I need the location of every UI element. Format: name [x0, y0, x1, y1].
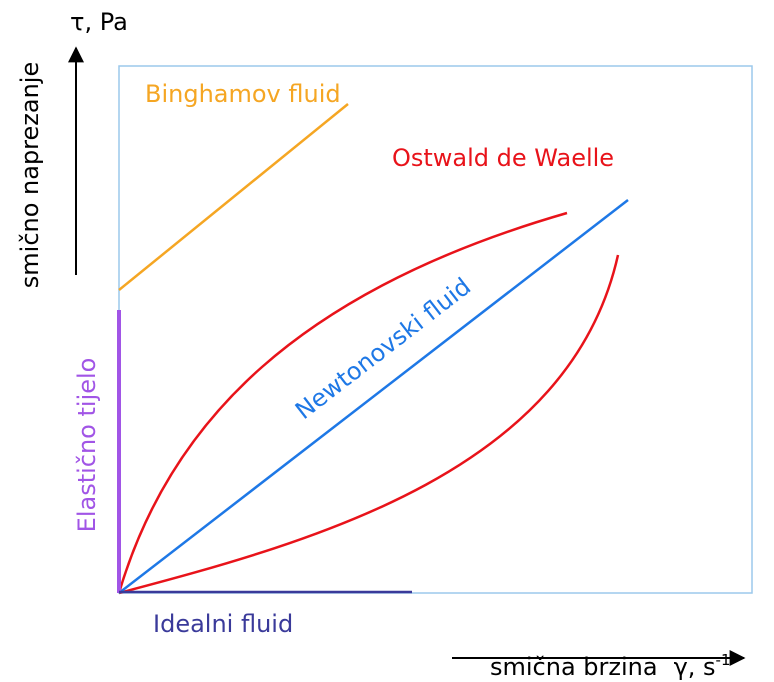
elastic-label: Elastično tijelo	[73, 358, 101, 533]
y-symbol: τ, Pa	[70, 8, 128, 36]
x-symbol: γ, s	[674, 653, 716, 681]
x-label-text: smična brzina	[490, 653, 658, 681]
x-exponent: -1	[716, 651, 731, 669]
newton-label: Newtonovski fluid	[290, 272, 476, 425]
ideal-label: Idealni fluid	[153, 610, 293, 638]
ostwald-lower	[118, 254, 620, 595]
ostwald-upper	[117, 211, 568, 594]
bingham-line	[118, 103, 349, 291]
newton-line	[118, 199, 629, 594]
ostwald-label: Ostwald de Waelle	[392, 144, 614, 172]
x-label: smična brzina γ, s-1	[490, 651, 731, 681]
bingham-label: Binghamov fluid	[145, 80, 341, 108]
y-label: smično naprezanje	[16, 62, 44, 288]
